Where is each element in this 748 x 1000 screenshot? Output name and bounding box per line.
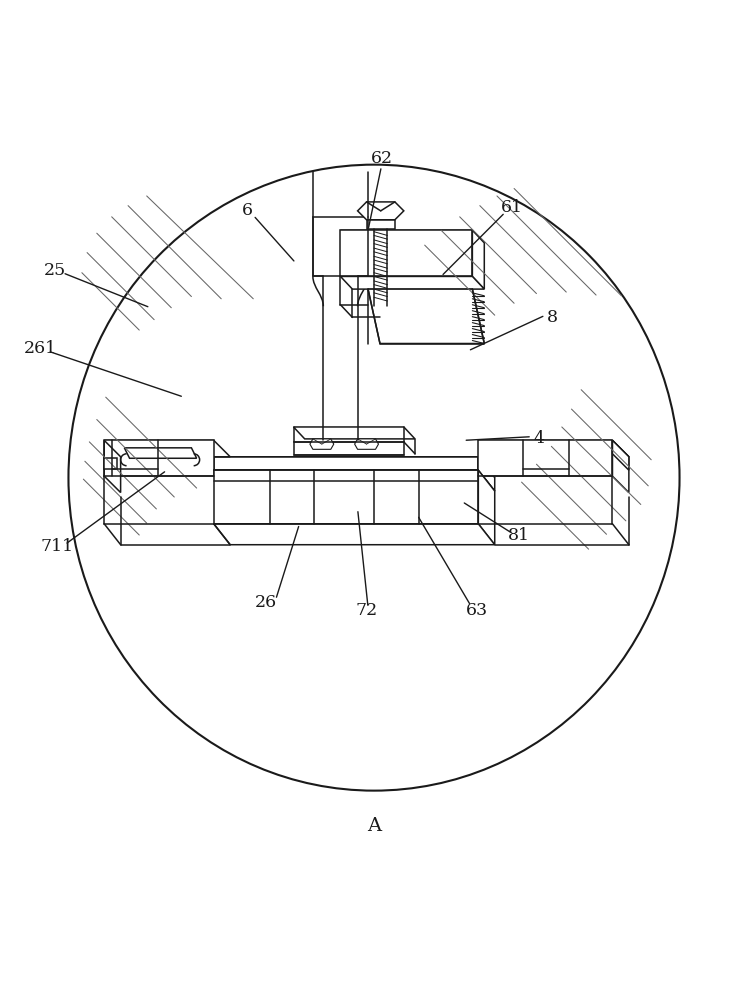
Polygon shape <box>313 217 368 276</box>
Polygon shape <box>367 220 395 229</box>
Polygon shape <box>473 230 484 289</box>
Polygon shape <box>214 524 494 545</box>
Polygon shape <box>104 440 214 476</box>
Text: 81: 81 <box>509 527 530 544</box>
Text: 261: 261 <box>24 340 57 357</box>
Polygon shape <box>214 457 478 470</box>
Polygon shape <box>478 457 494 491</box>
Polygon shape <box>104 458 117 469</box>
Polygon shape <box>358 202 404 220</box>
Text: 711: 711 <box>40 538 74 555</box>
Polygon shape <box>104 440 230 457</box>
Text: 72: 72 <box>355 602 378 619</box>
Polygon shape <box>124 448 197 458</box>
Polygon shape <box>214 457 494 478</box>
Polygon shape <box>613 440 629 470</box>
Text: A: A <box>367 817 381 835</box>
Polygon shape <box>478 440 613 476</box>
Polygon shape <box>478 440 629 457</box>
Polygon shape <box>368 289 484 344</box>
Polygon shape <box>355 439 378 449</box>
Polygon shape <box>293 427 415 439</box>
Polygon shape <box>613 440 629 493</box>
Text: 6: 6 <box>242 202 253 219</box>
Polygon shape <box>293 442 404 455</box>
Polygon shape <box>340 230 473 276</box>
Polygon shape <box>340 276 484 289</box>
Text: 25: 25 <box>44 262 66 279</box>
Text: 8: 8 <box>548 309 558 326</box>
Text: 63: 63 <box>466 602 488 619</box>
Text: 61: 61 <box>501 199 523 216</box>
Polygon shape <box>214 470 494 491</box>
Polygon shape <box>340 230 484 243</box>
Polygon shape <box>104 440 120 493</box>
Polygon shape <box>214 470 478 524</box>
Text: 26: 26 <box>255 594 277 611</box>
Text: 62: 62 <box>370 150 393 167</box>
Polygon shape <box>478 470 494 545</box>
Polygon shape <box>310 439 334 449</box>
Text: 4: 4 <box>534 430 545 447</box>
